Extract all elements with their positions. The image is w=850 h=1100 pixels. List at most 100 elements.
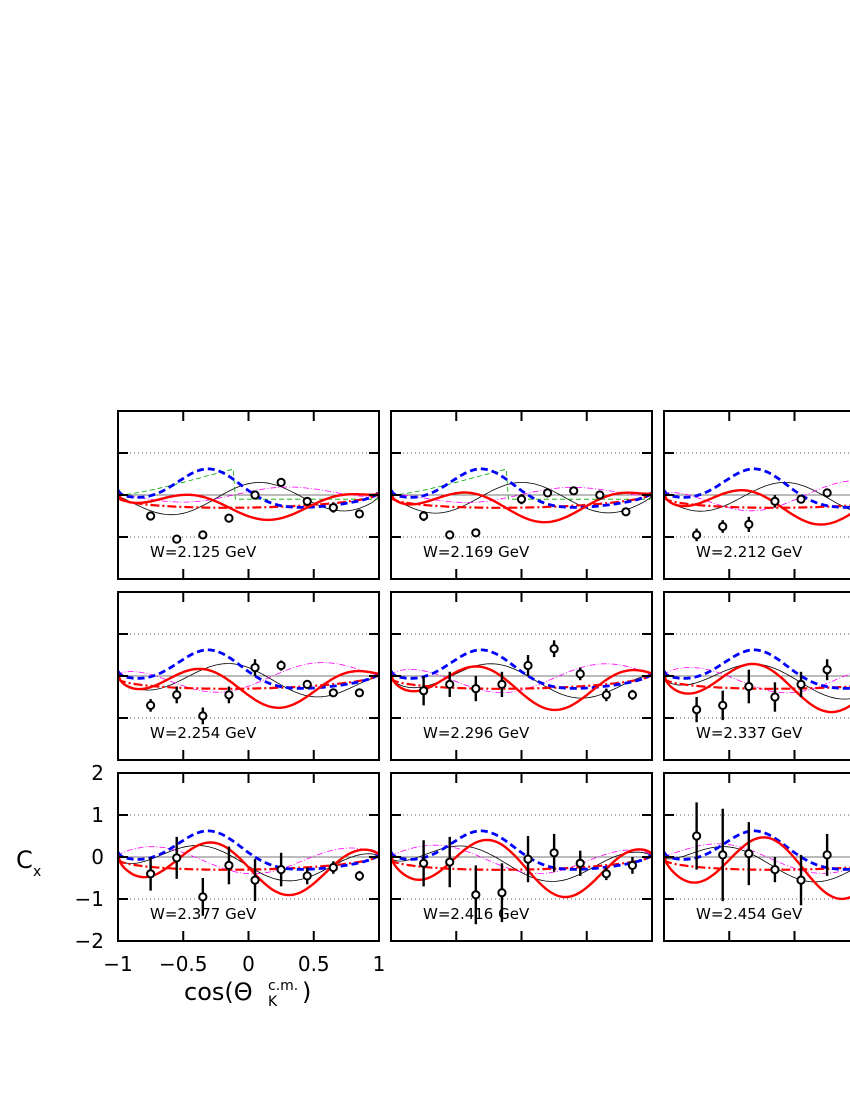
panel-frame [390,591,653,761]
model-curve-red-dashdot [390,492,653,509]
model-curve-red-solid [116,841,380,897]
model-curve-green [117,468,379,500]
panel-2: W=2.169 GeV [389,410,654,580]
data-point [523,854,533,864]
model-curve-red-solid [662,836,850,901]
model-curve-red-solid [662,662,850,714]
model-curve-red-solid [116,491,380,522]
data-point [224,513,234,523]
data-point [276,660,286,671]
data-point [250,490,260,500]
panel-energy-label: W=2.212 GeV [696,543,803,561]
panels-group: W=2.125 GeV W=2.169 GeV W=2.212 GeV W=2.254… [116,410,850,942]
x-axis-label-subscript: K [268,994,278,1010]
model-curves [116,829,381,897]
data-points [692,659,832,723]
data-point [354,871,365,881]
y-tick-label: −2 [75,929,104,953]
y-axis-label-subscript: x [33,864,41,880]
data-point [354,688,365,698]
data-point [601,869,611,879]
data-points [419,833,638,925]
y-tick-label: 1 [91,803,104,827]
data-point [276,477,286,487]
panel-3: W=2.212 GeV [662,410,850,580]
data-point [419,686,429,696]
data-point [419,511,429,521]
data-point [198,530,208,540]
data-point [627,690,638,700]
model-curves [662,648,850,714]
data-point [601,690,611,700]
model-curve-blue-dashed [389,467,654,509]
data-point [445,857,455,867]
data-point [224,860,234,871]
data-point [543,488,553,498]
data-point [575,858,585,868]
data-points [692,488,832,542]
panel-frame [117,772,380,942]
data-point [822,488,832,498]
data-point [796,875,806,885]
data-point [822,850,832,860]
data-points [146,477,365,544]
model-curve-blue-dashed [389,648,654,690]
data-point [692,705,702,715]
data-point [796,679,806,690]
data-point [250,663,260,673]
data-point [575,669,585,679]
model-curve-blue-dashed [662,829,850,871]
x-axis-label-close: ) [302,978,311,1006]
model-curves [389,829,654,899]
model-curves [662,829,850,901]
model-curve-red-dashdot [117,854,380,871]
data-point [172,853,182,863]
data-point [172,534,182,544]
data-point [250,875,260,885]
data-point [822,665,832,675]
model-curve-red-dashdot [663,496,850,509]
data-point [497,888,507,898]
model-curve-magenta [663,667,850,694]
model-curve-magenta [117,662,380,693]
panel-frame [663,591,850,761]
panel-energy-label: W=2.454 GeV [696,905,803,923]
x-tick-label: 0.5 [298,952,330,976]
model-curve-black-thin [390,845,653,882]
panel-energy-label: W=2.125 GeV [150,543,257,561]
panel-8: W=2.416 GeV [389,772,654,942]
model-curve-red-solid [662,489,850,526]
y-tick-label: 2 [91,761,104,785]
model-curve-red-dashdot [390,673,653,690]
model-curves [389,648,654,712]
model-curve-blue-dashed [662,467,850,509]
y-axis-label: C [16,846,33,874]
model-curves [116,648,381,710]
data-points [146,836,365,916]
model-curve-red-dashdot [117,492,380,509]
data-points [419,640,638,706]
model-curve-black-thin [663,481,850,512]
model-curve-black-thin [663,846,850,883]
model-curve-black-thin [663,663,850,700]
panel-4: W=2.254 GeV [116,591,381,761]
data-point [497,679,507,690]
x-tick-label: −0.5 [159,952,208,976]
model-curve-magenta [117,846,380,875]
data-point [595,490,605,500]
data-point [302,871,312,881]
panel-5: W=2.296 GeV [389,591,654,761]
panel-energy-label: W=2.416 GeV [423,905,530,923]
model-curve-red-solid [389,491,653,524]
model-curve-red-solid [389,665,653,712]
model-curves [389,467,654,524]
model-curve-black-thin [117,663,380,698]
panel-frame [390,772,653,942]
data-point [445,530,455,540]
panel-energy-label: W=2.169 GeV [423,543,530,561]
data-point [146,700,156,711]
data-point [224,690,234,700]
panel-energy-label: W=2.377 GeV [150,905,257,923]
